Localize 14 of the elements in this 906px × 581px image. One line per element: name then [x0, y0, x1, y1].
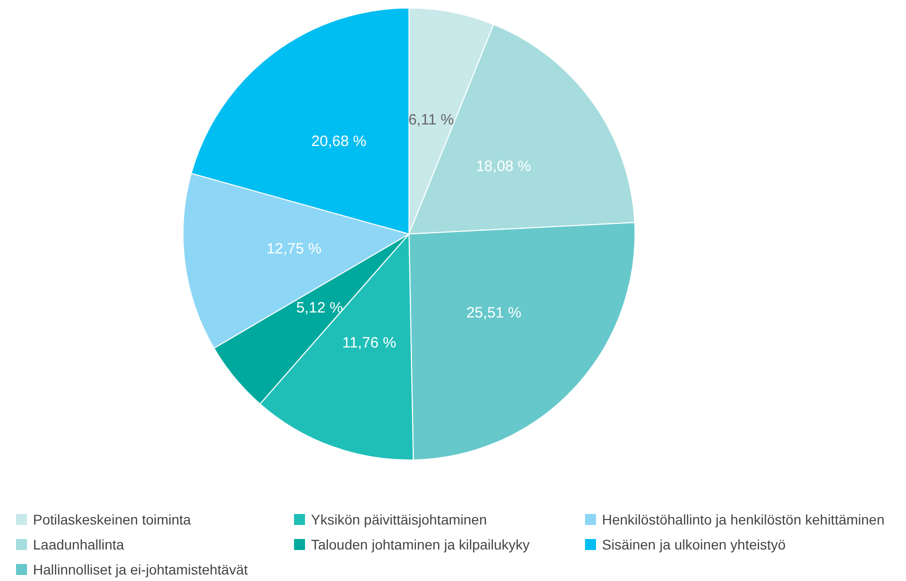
legend-label: Talouden johtaminen ja kilpailukyky: [311, 536, 530, 552]
legend-label: Laadunhallinta: [33, 536, 124, 552]
legend-label: Potilaskeskeinen toiminta: [33, 512, 192, 528]
legend-label: Hallinnolliset ja ei-johtamistehtävät: [33, 562, 248, 578]
data-label: 20,68 %: [311, 133, 366, 150]
legend-label: Yksikön päivittäisjohtaminen: [311, 512, 487, 528]
data-label: 12,75 %: [266, 240, 322, 258]
legend-label: Sisäinen ja ulkoinen yhteistyö: [602, 536, 786, 552]
legend-label: Henkilöstöhallinto ja henkilöstön kehittäminen: [602, 512, 885, 528]
data-label: 5,12 %: [296, 299, 343, 316]
data-label: 25,51 %: [466, 304, 522, 322]
data-label: 18,08 %: [476, 158, 531, 176]
data-label: 6,11 %: [408, 112, 454, 129]
data-label: 11,76 %: [342, 334, 396, 352]
